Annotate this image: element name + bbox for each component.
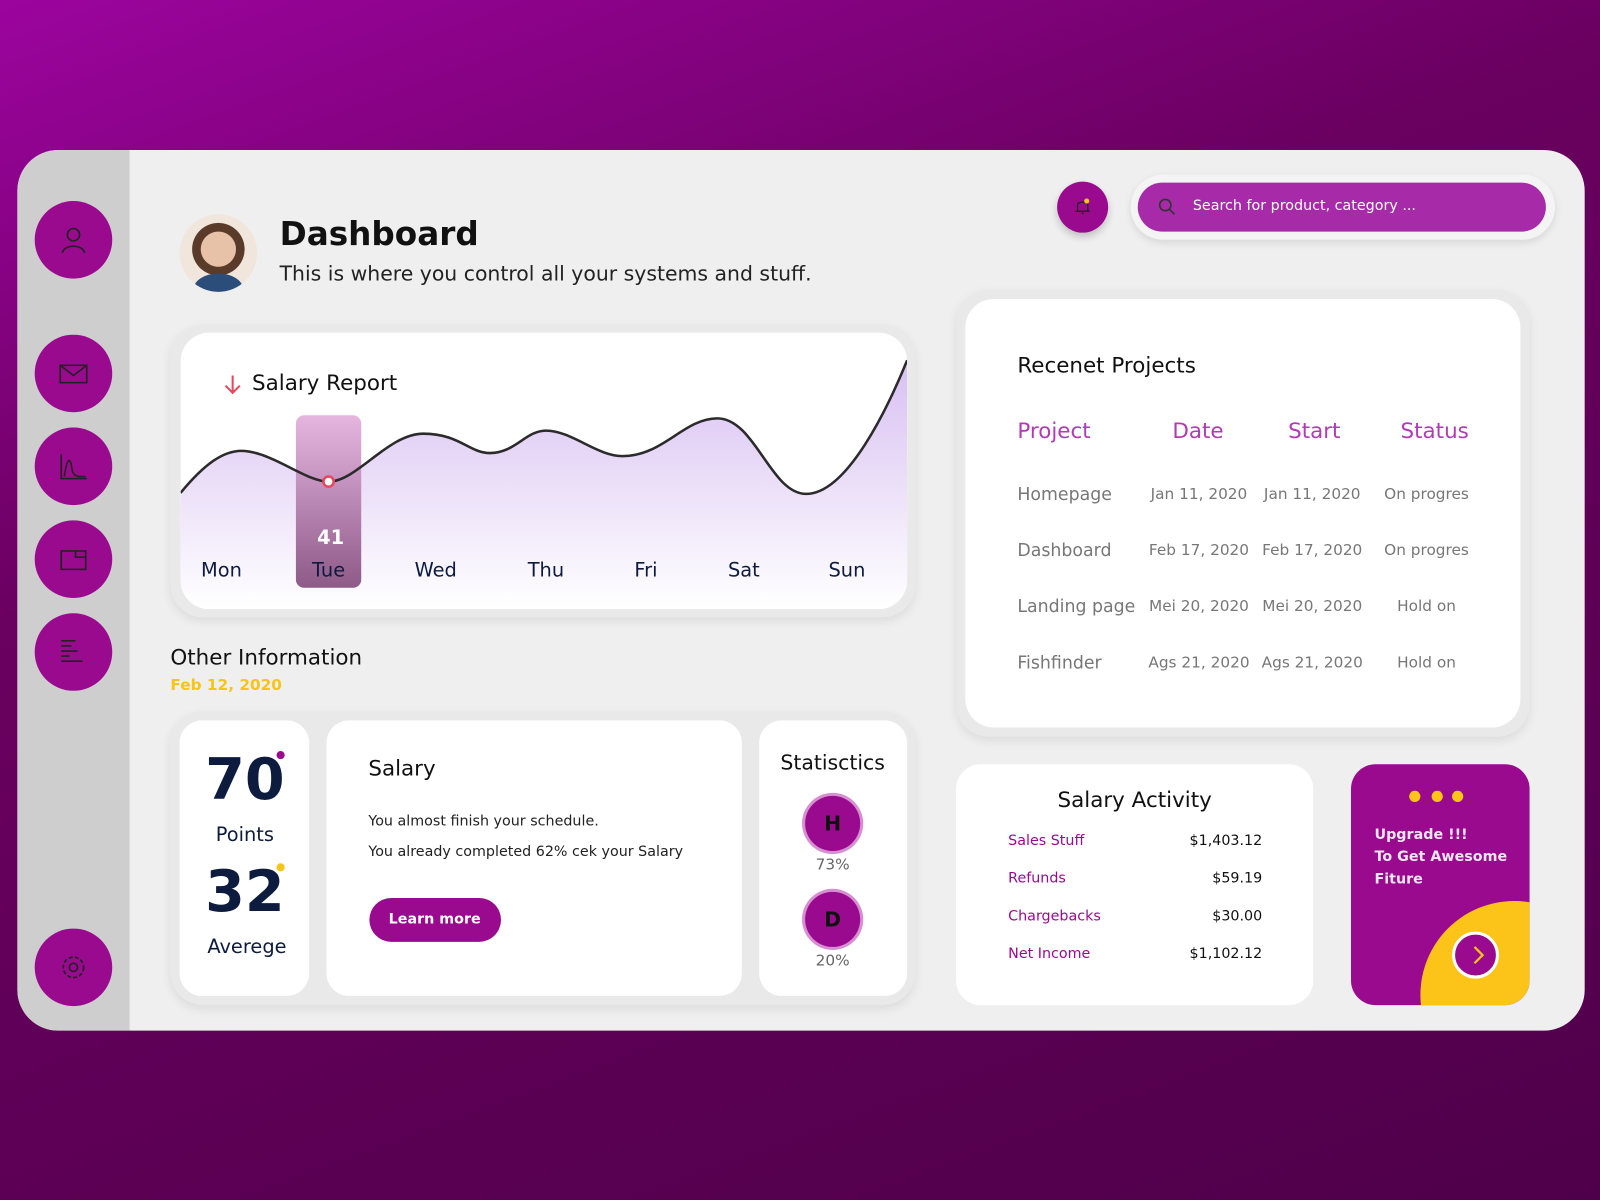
learn-more-button[interactable]: Learn more [369, 897, 502, 942]
day-label: Mon [200, 559, 242, 582]
stat-value: 73% [815, 855, 850, 874]
activity-amount: $59.19 [1212, 870, 1263, 887]
table-cell: Feb 17, 2020 [1148, 540, 1250, 560]
table-cell: On progres [1384, 540, 1469, 560]
points-card [179, 720, 310, 996]
activity-amount: $1,102.12 [1189, 945, 1263, 963]
table-cell: Ags 21, 2020 [1148, 653, 1250, 672]
learn-more-label: Learn more [388, 911, 481, 928]
table-cell: Fishfinder [1017, 653, 1102, 674]
day-label: Sun [828, 559, 866, 582]
dot [1431, 790, 1443, 803]
column-header: Status [1400, 418, 1469, 443]
projects-title: Recenet Projects [1017, 353, 1196, 378]
salary-curve-chart [180, 359, 908, 610]
salary-report-card [180, 332, 908, 610]
activity-label: Chargebacks [1008, 908, 1101, 925]
dot [1452, 790, 1464, 803]
average-value: 32 [205, 859, 285, 926]
stat-letter: H [824, 811, 842, 836]
profile-button[interactable] [34, 201, 113, 279]
table-cell: Ags 21, 2020 [1261, 653, 1363, 672]
table-cell: Dashboard [1017, 540, 1112, 562]
selected-value: 41 [317, 526, 345, 549]
table-cell: Landing page [1017, 596, 1136, 618]
search-placeholder: Search for product, category ... [1192, 197, 1416, 215]
salary-line: You already completed 62% cek your Salar… [368, 843, 684, 861]
dot [1409, 790, 1421, 803]
day-label: Thu [527, 559, 565, 582]
avatar [179, 214, 258, 292]
salary-activity-title: Salary Activity [1057, 787, 1212, 813]
other-info-title: Other Information [170, 644, 363, 670]
activity-amount: $1,403.12 [1189, 832, 1263, 849]
statistics-title: Statisctics [780, 749, 885, 775]
table-cell: Homepage [1017, 484, 1112, 506]
search-box[interactable]: Search for product, category ... [1137, 182, 1546, 232]
table-cell: Hold on [1397, 653, 1456, 672]
chart-button[interactable] [34, 427, 113, 506]
activity-label: Sales Stuff [1008, 832, 1085, 849]
day-label: Tue [312, 559, 346, 582]
table-cell: Mei 20, 2020 [1149, 596, 1249, 616]
curve-point [322, 475, 335, 489]
upgrade-text: To Get Awesome [1374, 848, 1508, 866]
stat-letter: D [824, 907, 842, 932]
column-header: Project [1017, 418, 1091, 443]
table-cell: Jan 11, 2020 [1263, 484, 1361, 504]
projects-card [965, 298, 1521, 728]
list-button[interactable] [34, 613, 113, 691]
other-info-date: Feb 12, 2020 [170, 675, 282, 694]
table-cell: On progres [1384, 484, 1469, 504]
activity-label: Refunds [1008, 870, 1066, 887]
stat-badge [805, 795, 861, 852]
selected-day-highlight [295, 415, 362, 588]
curve-line [180, 359, 908, 496]
upgrade-button[interactable] [1452, 931, 1499, 979]
table-cell: Jan 11, 2020 [1150, 484, 1248, 504]
page-subtitle: This is where you control all your syste… [279, 261, 812, 286]
stat-value: 20% [815, 951, 850, 970]
average-label: Averege [207, 935, 287, 959]
upgrade-card [1351, 764, 1530, 1006]
notification-button[interactable] [1057, 181, 1109, 233]
salary-card [326, 720, 742, 996]
activity-amount: $30.00 [1212, 908, 1263, 925]
avatar-shirt [193, 273, 243, 292]
points-value: 70 [205, 746, 285, 814]
salary-activity-card [956, 764, 1314, 1006]
salary-title: Salary [368, 756, 436, 781]
column-header: Date [1172, 418, 1224, 443]
average-dot [276, 863, 285, 872]
salary-line: You almost finish your schedule. [368, 813, 599, 830]
wallet-button[interactable] [34, 520, 113, 598]
statistics-card [759, 720, 908, 996]
points-dot [276, 751, 285, 760]
column-header: Start [1288, 418, 1341, 443]
activity-label: Net Income [1008, 945, 1091, 963]
curve-area [180, 360, 908, 610]
page-title: Dashboard [279, 214, 479, 254]
table-cell: Feb 17, 2020 [1262, 540, 1363, 560]
down-arrow-icon [224, 375, 241, 395]
upgrade-text: Upgrade !!! [1374, 826, 1468, 843]
salary-report-title: Salary Report [252, 370, 398, 395]
day-label: Sat [727, 559, 760, 582]
stat-badge [805, 891, 861, 947]
settings-button[interactable] [34, 928, 113, 1007]
upgrade-text: Fiture [1374, 871, 1423, 888]
mail-button[interactable] [34, 334, 113, 413]
table-cell: Mei 20, 2020 [1262, 596, 1363, 616]
table-cell: Hold on [1397, 596, 1456, 616]
day-label: Wed [414, 559, 457, 582]
day-label: Fri [634, 559, 658, 582]
points-label: Points [215, 823, 275, 846]
